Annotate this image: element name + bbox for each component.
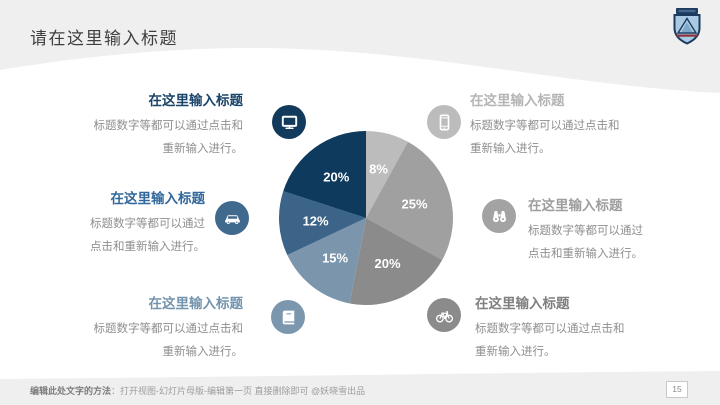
pie-slice-label: 15% <box>322 250 348 265</box>
callout-description: 标题数字等都可以通过点击和重新输入进行。 <box>93 120 244 155</box>
callout-mid-right: 在这里输入标题 标题数字等都可以通过点击和重新输入进行。 <box>528 197 654 266</box>
callout-description: 标题数字等都可以通过点击和重新输入进行。 <box>528 225 643 260</box>
monitor-icon <box>272 105 306 139</box>
binoculars-icon <box>482 199 516 233</box>
callout-title: 在这里输入标题 <box>475 296 570 311</box>
top-gray-band <box>0 0 720 93</box>
pie-slice <box>279 191 366 256</box>
pie-slice-label: 25% <box>401 196 427 211</box>
pie-slice <box>287 218 366 304</box>
pie-slice-label: 8% <box>369 162 388 177</box>
callout-top-left: 在这里输入标题 标题数字等都可以通过点击和重新输入进行。 <box>83 92 244 161</box>
footer-method-text: ：打开视图-幻灯片母版-编辑第一页 直接删除即可 @妖晓雪出品 <box>111 386 366 396</box>
bottom-gray-band <box>0 371 720 405</box>
book-icon <box>271 300 305 334</box>
pie-slice-label: 12% <box>303 214 329 229</box>
pie-slice <box>349 218 443 305</box>
bicycle-icon <box>427 298 461 332</box>
smartphone-icon <box>427 105 461 139</box>
callout-bottom-right: 在这里输入标题 标题数字等都可以通过点击和重新输入进行。 <box>475 295 635 364</box>
callout-mid-left: 在这里输入标题 标题数字等都可以通过点击和重新输入进行。 <box>83 190 205 259</box>
pie-slice <box>283 131 366 218</box>
pie-slice <box>366 131 408 218</box>
callout-description: 标题数字等都可以通过点击和重新输入进行。 <box>475 323 625 358</box>
pie-slice-label: 20% <box>374 256 400 271</box>
footer-method-label: 编辑此处文字的方法 <box>30 386 112 396</box>
callout-title: 在这里输入标题 <box>470 93 565 108</box>
footer-note: 编辑此处文字的方法：打开视图-幻灯片母版-编辑第一页 直接删除即可 @妖晓雪出品 <box>30 384 365 397</box>
callout-title: 在这里输入标题 <box>148 296 244 311</box>
callout-description: 标题数字等都可以通过点击和重新输入进行。 <box>470 120 620 155</box>
car-icon <box>215 201 249 235</box>
pie-chart: 8% 25% 20% 15% 12% 20% <box>279 131 453 305</box>
callout-title: 在这里输入标题 <box>148 93 244 108</box>
page-title: 请在这里输入标题 <box>30 29 178 48</box>
school-crest-logo <box>673 8 701 45</box>
callout-description: 标题数字等都可以通过点击和重新输入进行。 <box>93 323 244 358</box>
pie-slice <box>366 141 453 260</box>
pie-slice-label: 20% <box>323 170 349 185</box>
callout-description: 标题数字等都可以通过点击和重新输入进行。 <box>90 218 205 253</box>
callout-title: 在这里输入标题 <box>528 198 623 213</box>
callout-top-right: 在这里输入标题 标题数字等都可以通过点击和重新输入进行。 <box>470 92 630 161</box>
page-number-box: 15 <box>666 381 688 398</box>
callout-title: 在这里输入标题 <box>110 191 206 206</box>
callout-bottom-left: 在这里输入标题 标题数字等都可以通过点击和重新输入进行。 <box>83 295 244 364</box>
